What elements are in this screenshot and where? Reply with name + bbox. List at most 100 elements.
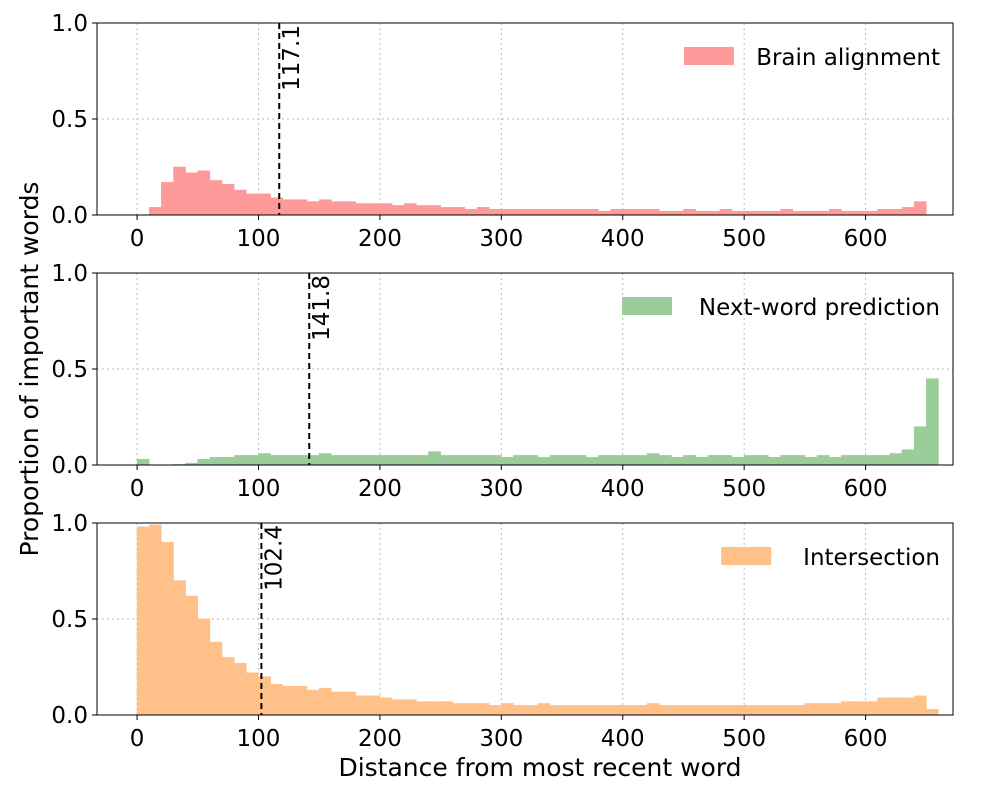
- bar: [148, 524, 162, 716]
- bar: [610, 455, 623, 466]
- bar: [209, 641, 223, 716]
- bar: [622, 208, 636, 216]
- bar: [331, 691, 344, 716]
- bar: [209, 457, 223, 466]
- bar: [586, 457, 599, 466]
- bar: [913, 201, 927, 216]
- bar: [719, 208, 733, 216]
- bar: [901, 449, 915, 466]
- bar: [549, 455, 563, 466]
- bar: [865, 455, 878, 466]
- bar: [926, 378, 939, 466]
- bar: [743, 210, 757, 216]
- x-tick-label: 500: [722, 226, 766, 252]
- bar: [926, 708, 939, 716]
- bar: [525, 705, 538, 716]
- bar: [707, 455, 721, 466]
- bar: [209, 180, 223, 216]
- bar: [853, 210, 866, 216]
- bar: [136, 526, 150, 716]
- y-tick-label: 0.5: [51, 607, 88, 633]
- bar: [671, 705, 684, 716]
- bar: [695, 705, 708, 716]
- bar: [258, 453, 271, 466]
- bar: [877, 455, 891, 466]
- bar: [841, 455, 854, 466]
- bar: [828, 457, 842, 466]
- bar: [853, 455, 866, 466]
- bar: [476, 703, 490, 716]
- bar: [294, 455, 308, 466]
- bar: [197, 618, 211, 716]
- x-tick-label: 300: [479, 226, 523, 252]
- bar: [780, 455, 793, 466]
- bar: [537, 703, 551, 716]
- bar: [416, 701, 429, 716]
- bar: [282, 685, 296, 716]
- bar: [537, 208, 551, 216]
- bar: [695, 210, 708, 216]
- bar: [306, 689, 320, 716]
- bar: [889, 697, 903, 716]
- bar: [525, 455, 538, 466]
- bar: [367, 203, 381, 216]
- bar: [913, 426, 927, 466]
- bar: [780, 208, 793, 216]
- x-tick-label: 0: [130, 226, 145, 252]
- x-tick-label: 400: [601, 726, 645, 752]
- bar: [877, 697, 891, 716]
- bar: [367, 455, 381, 466]
- bar: [719, 705, 733, 716]
- bar: [828, 703, 842, 716]
- bar: [598, 705, 611, 716]
- bar: [246, 455, 259, 466]
- bar: [731, 210, 745, 216]
- bar: [598, 210, 611, 216]
- bar: [270, 684, 284, 716]
- bar: [889, 208, 903, 216]
- bar: [440, 701, 454, 716]
- bar: [403, 455, 417, 466]
- bar: [513, 705, 526, 716]
- bar: [391, 699, 405, 716]
- bar: [379, 697, 393, 716]
- bar: [379, 203, 393, 216]
- bar: [464, 703, 478, 716]
- bar: [683, 455, 696, 466]
- y-tick-label: 1.0: [51, 11, 88, 37]
- bar: [501, 457, 514, 466]
- bar: [573, 455, 587, 466]
- bar: [525, 208, 538, 216]
- bar: [379, 455, 393, 466]
- bar: [671, 210, 684, 216]
- bar: [683, 705, 696, 716]
- bar: [792, 210, 806, 216]
- bar: [488, 208, 502, 216]
- bar: [756, 455, 769, 466]
- bar: [828, 208, 842, 216]
- bar: [671, 457, 684, 466]
- bar: [318, 199, 332, 216]
- bar: [658, 705, 672, 716]
- bar: [816, 455, 830, 466]
- bar: [476, 455, 490, 466]
- bar: [610, 208, 623, 216]
- x-tick-label: 200: [358, 476, 402, 502]
- bar: [561, 705, 575, 716]
- bar: [343, 455, 356, 466]
- bar: [416, 455, 429, 466]
- bar: [331, 201, 344, 216]
- bar: [877, 208, 891, 216]
- bar: [173, 166, 186, 216]
- bar: [646, 453, 660, 466]
- bar: [161, 182, 174, 216]
- bar: [586, 208, 599, 216]
- x-tick-label: 400: [601, 476, 645, 502]
- bar: [573, 705, 587, 716]
- bar: [452, 207, 466, 216]
- bar: [768, 210, 781, 216]
- bar: [476, 207, 490, 216]
- bar: [148, 207, 162, 216]
- bar: [343, 201, 356, 216]
